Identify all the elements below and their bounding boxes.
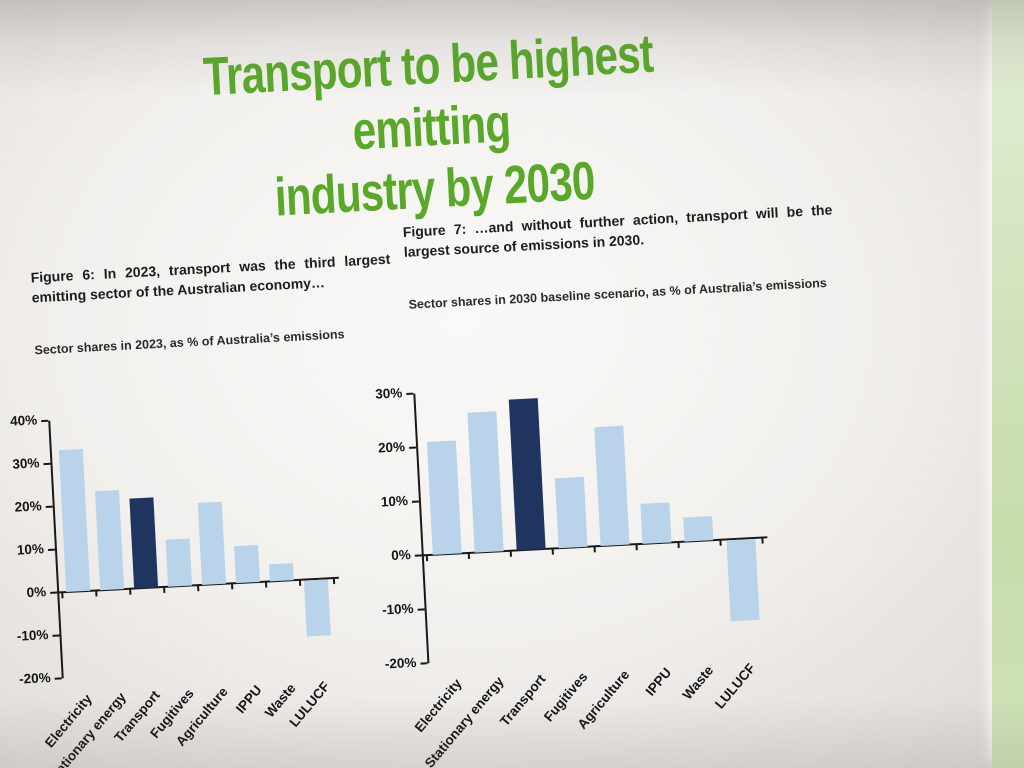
x-axis-tick [425,555,429,562]
figure7-bar-chart: 30% 20% 10% 0% -10% -20% Electricity Stationary… [361,374,806,768]
bar-agriculture [593,425,630,547]
y-axis-tick [43,462,51,466]
y-axis-tick [406,392,414,395]
y-axis-tick [41,419,49,423]
y-axis-tick [417,608,425,611]
bar-lulucf [725,538,760,622]
y-tick-label: 10% [16,541,45,558]
y-axis-tick [420,662,428,665]
x-axis-tick [163,586,166,593]
x-axis-tick [332,577,336,585]
x-axis-tick [230,583,234,590]
bar-transport [129,497,159,589]
y-axis-line [413,393,430,664]
bar-stationary-energy [466,410,504,553]
y-tick-label: 10% [380,493,409,510]
y-axis-tick [409,446,417,449]
y-tick-label: 0% [26,584,47,601]
bar-transport [508,397,546,551]
y-tick-label: -20% [18,670,52,687]
figure6-bar-chart: 40% 30% 20% 10% 0% -10% -20% Electricity Station… [0,404,381,768]
bar-waste [269,562,294,582]
x-axis-tick [95,590,98,597]
bar-stationary-energy [94,490,125,591]
x-axis-tick [197,585,200,592]
y-axis-tick [47,548,56,551]
bar-agriculture [197,502,226,585]
x-category-label: Electricity [411,675,465,736]
bar-waste [682,515,713,542]
y-axis-tick [52,634,60,637]
x-axis-tick [593,546,596,553]
bar-ippu [639,501,671,544]
y-tick-label: 30% [374,385,403,402]
slide-title-line1: Transport to be highest emitting [201,23,655,162]
x-axis-tick [677,541,680,548]
x-axis-tick [761,537,764,544]
bar-electricity [426,440,462,555]
x-axis-tick [298,579,302,586]
y-tick-label: -10% [16,627,49,644]
x-axis-tick [264,581,268,588]
x-axis-tick [467,552,471,559]
bar-fugitives [165,538,193,587]
y-axis-tick [54,677,62,680]
figure6-subtitle: Sector shares in 2023, as % of Australia… [34,327,345,358]
y-tick-label: 20% [377,439,406,456]
figure6-caption: Figure 6: In 2023, transport was the thi… [30,250,391,306]
y-tick-label: 20% [14,498,43,515]
bar-lulucf [303,579,331,637]
bar-fugitives [554,476,588,549]
x-axis-tick [635,544,638,551]
x-axis-tick [719,539,722,546]
x-axis-tick [129,588,132,595]
y-tick-label: -10% [381,600,414,618]
x-axis-tick [509,550,512,557]
y-axis-tick [45,505,53,509]
bar-ippu [234,545,260,584]
y-tick-label: -20% [384,654,417,672]
x-axis-tick [61,592,64,599]
y-tick-label: 40% [9,412,38,429]
y-axis-tick [411,500,420,503]
bar-electricity [58,449,91,593]
figure7-subtitle: Sector shares in 2030 baseline scenario,… [408,275,828,312]
y-tick-label: 0% [390,546,412,563]
background-green-edge [992,0,1024,768]
x-axis-tick [551,548,554,555]
y-tick-label: 30% [12,455,40,472]
slide-title: Transport to be highest emitting industr… [123,19,740,237]
